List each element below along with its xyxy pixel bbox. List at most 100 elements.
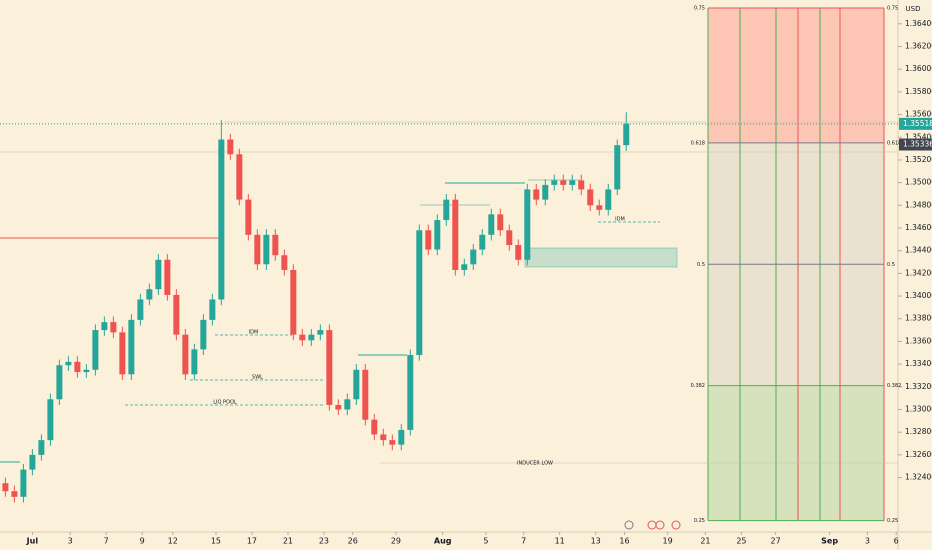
x-tick-label: 12	[168, 537, 178, 546]
candle-body	[560, 180, 567, 185]
x-tick-label: 17	[247, 537, 257, 546]
y-tick-label: 1.34800	[905, 200, 932, 209]
candle-body	[227, 139, 234, 155]
y-tick-label: 1.32400	[905, 473, 932, 482]
bottom-icons	[624, 520, 681, 530]
candle-body	[434, 220, 441, 250]
candle-body	[164, 259, 171, 295]
candle-body	[128, 319, 135, 375]
annotation: SWL	[252, 375, 263, 381]
candle-body	[200, 319, 207, 350]
candle-body	[263, 234, 270, 265]
candle-body	[110, 322, 117, 333]
x-tick-label: 19	[663, 537, 673, 546]
candle-body	[281, 255, 288, 270]
x-tick-label: 25	[736, 537, 746, 546]
x-tick-label: 6	[894, 537, 899, 546]
candle-body	[344, 399, 351, 410]
candle-body	[254, 234, 261, 265]
y-tick-label: 1.35400	[905, 132, 932, 141]
fib-label-left: 0.75	[694, 5, 705, 11]
x-tick-label: 29	[391, 537, 401, 546]
candle-body	[56, 365, 63, 400]
y-tick-label: 1.35600	[905, 110, 932, 119]
candle-body	[38, 440, 45, 455]
x-tick-label: 3	[68, 537, 73, 546]
x-tick-label: 15	[211, 537, 221, 546]
candle-body	[182, 334, 189, 375]
x-tick-label: 23	[319, 537, 329, 546]
annotation: IDM	[615, 217, 625, 223]
x-tick-label: 7	[104, 537, 109, 546]
y-tick-label: 1.33600	[905, 336, 932, 345]
candle-body	[209, 299, 216, 320]
candle-body	[272, 234, 279, 256]
candle-body	[83, 369, 90, 373]
candle-body	[245, 199, 252, 235]
x-tick-label: 5	[483, 537, 488, 546]
y-tick-label: 1.35200	[905, 155, 932, 164]
x-tick-label: 27	[771, 537, 781, 546]
candle-body	[578, 180, 585, 190]
candle-body	[173, 294, 180, 335]
y-tick-label: 1.35800	[905, 87, 932, 96]
y-tick-label: 1.34400	[905, 246, 932, 255]
y-tick-label: 1.36400	[905, 19, 932, 28]
candle-body	[101, 322, 108, 331]
candle-body	[371, 419, 378, 435]
candle-body	[587, 189, 594, 206]
candle-body	[569, 180, 576, 185]
fib-label-right: 0.382	[887, 383, 901, 389]
candle-body	[614, 145, 621, 190]
last-price-label: 1.35518	[903, 119, 932, 128]
candle-body	[461, 264, 468, 270]
candle-body	[92, 330, 99, 370]
candle-body	[74, 361, 81, 373]
fib-label-left: 0.5	[697, 262, 705, 268]
candle-body	[326, 330, 333, 405]
candle-body	[155, 259, 162, 290]
candle-body	[470, 249, 477, 265]
candle-body	[380, 434, 387, 441]
candle-body	[407, 355, 414, 430]
y-tick-label: 1.32800	[905, 427, 932, 436]
candle-body	[317, 330, 324, 335]
x-tick-label: 16	[619, 537, 629, 546]
candle-body	[47, 399, 54, 441]
y-tick-label: 1.35000	[905, 178, 932, 187]
fib-label-right: 0.25	[887, 518, 898, 524]
candle-body	[29, 454, 36, 470]
fib-label-right: 0.75	[887, 5, 898, 11]
x-tick-label: Jul	[26, 537, 39, 546]
candle-body	[542, 184, 549, 200]
candle-body	[479, 234, 486, 250]
candle-body	[290, 269, 297, 335]
icon	[624, 520, 634, 530]
icon	[655, 520, 665, 530]
y-tick-label: 1.33400	[905, 359, 932, 368]
demand-zone	[524, 247, 678, 268]
fib-label-right: 0.618	[887, 140, 901, 146]
fib-label-right: 0.5	[887, 262, 895, 268]
x-tick-label: 21	[700, 537, 710, 546]
fib-label-left: 0.382	[691, 383, 705, 389]
icon	[671, 520, 681, 530]
fib-label-left: 0.618	[691, 140, 705, 146]
candle-body	[443, 199, 450, 221]
candle-body	[335, 404, 342, 410]
x-tick-label: 13	[591, 537, 601, 546]
candle-body	[497, 214, 504, 231]
y-tick-label: 1.34600	[905, 223, 932, 232]
candle-body	[596, 205, 603, 210]
candle-body	[389, 440, 396, 445]
candle-body	[353, 369, 360, 400]
x-tick-label: 11	[555, 537, 565, 546]
annotation: IDM	[249, 330, 259, 336]
y-tick-label: 1.33200	[905, 382, 932, 391]
x-tick-label: 9	[140, 537, 145, 546]
candle-body	[299, 334, 306, 341]
candle-body	[20, 469, 27, 497]
candle-body	[362, 369, 369, 420]
fib-zone	[708, 385, 884, 521]
